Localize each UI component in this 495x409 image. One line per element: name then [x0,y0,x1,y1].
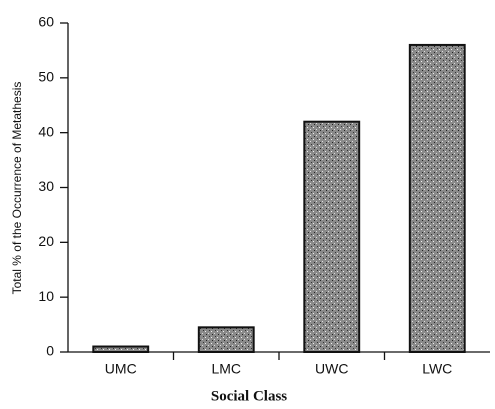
x-tick-label: LMC [211,361,241,377]
y-tick-label: 10 [38,288,54,304]
bar [303,120,361,353]
y-tick-label: 20 [38,233,54,249]
y-tick-label: 60 [38,14,54,30]
x-axis-label: Social Class [211,388,287,404]
y-tick-label: 50 [38,69,54,85]
bar [197,326,255,354]
x-tick-label: LWC [422,361,452,377]
bar [408,43,466,354]
y-tick-label: 40 [38,123,54,139]
x-tick-label: UMC [105,361,137,377]
y-axis-label: Total % of the Occurrence of Metathesis [10,82,24,295]
y-tick-label: 30 [38,178,54,194]
x-tick-label: UWC [315,361,348,377]
y-tick-label: 0 [46,343,54,359]
bar [92,345,150,353]
